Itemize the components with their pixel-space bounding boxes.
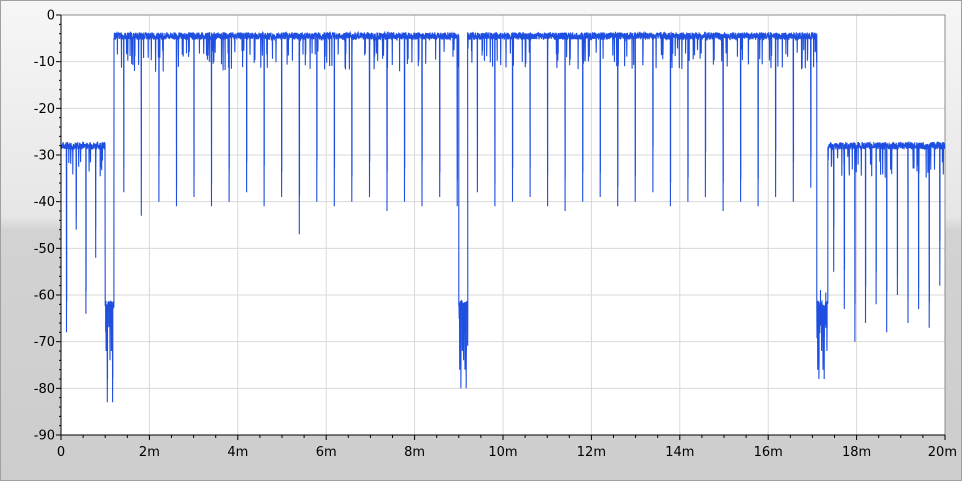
x-tick-label: 14m <box>665 445 694 460</box>
y-tick-label: -80 <box>34 382 55 397</box>
x-tick-label: 2m <box>139 445 160 460</box>
y-tick-label: -60 <box>34 289 55 304</box>
x-tick-label: 12m <box>577 445 606 460</box>
x-tick-label: 16m <box>754 445 783 460</box>
x-tick-label: 20m <box>928 445 957 460</box>
x-tick-label: 8m <box>404 445 425 460</box>
y-tick-label: -30 <box>34 149 55 164</box>
y-tick-label: -10 <box>34 55 55 70</box>
y-tick-label: -40 <box>34 195 55 210</box>
x-tick-label: 0 <box>57 445 65 460</box>
x-tick-label: 10m <box>488 445 517 460</box>
y-tick-label: -20 <box>34 102 55 117</box>
y-tick-label: -70 <box>34 335 55 350</box>
y-tick-label: 0 <box>47 9 55 24</box>
y-tick-label: -50 <box>34 242 55 257</box>
y-tick-label: -90 <box>34 429 55 444</box>
x-tick-label: 6m <box>316 445 337 460</box>
x-tick-label: 4m <box>227 445 248 460</box>
x-tick-label: 18m <box>842 445 871 460</box>
series-line <box>60 30 946 403</box>
